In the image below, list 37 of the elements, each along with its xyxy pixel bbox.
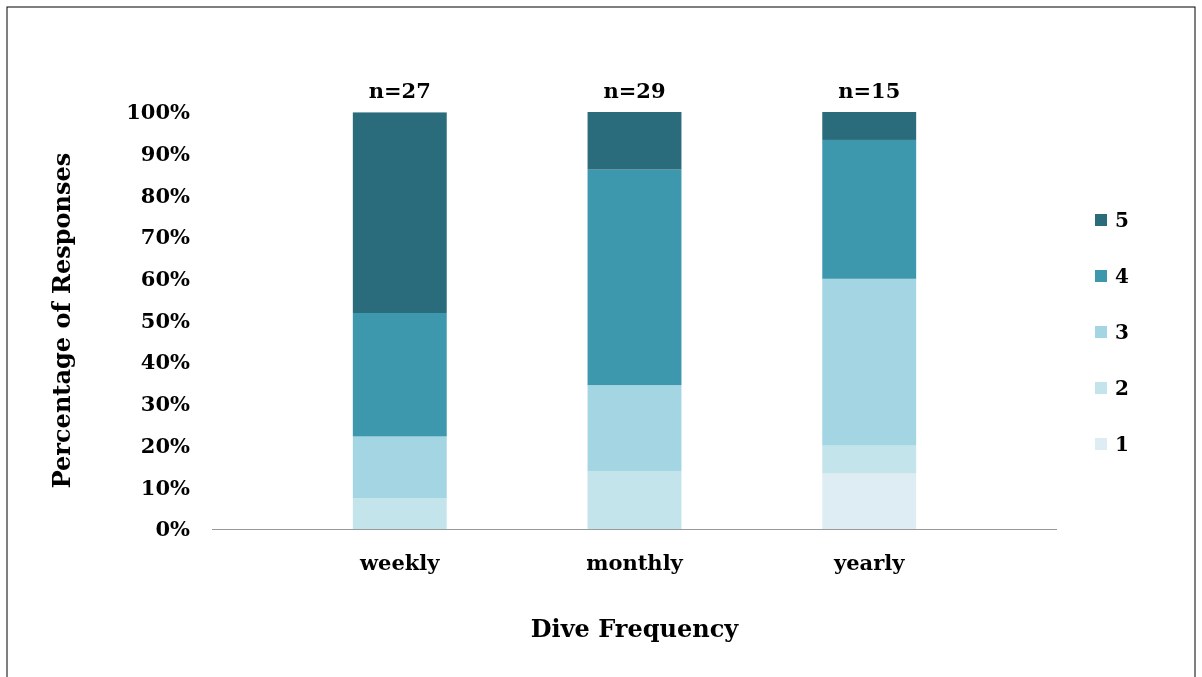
y-tick-label: 90% [140, 140, 191, 166]
legend-label: 2 [1115, 376, 1129, 400]
bar [822, 112, 917, 140]
bar [822, 473, 917, 529]
y-tick-label: 40% [140, 349, 191, 375]
y-tick-label: 30% [140, 391, 191, 417]
y-tick-label: 50% [140, 307, 191, 333]
x-axis-title: Dive Frequency [530, 614, 740, 643]
y-tick-label: 20% [140, 432, 191, 458]
bar [822, 139, 917, 279]
y-tick-label: 0% [155, 516, 191, 542]
legend-label: 1 [1115, 432, 1129, 456]
y-tick-label: 100% [126, 99, 191, 125]
y-tick-label: 70% [140, 224, 191, 250]
bar [352, 498, 447, 529]
bar [352, 312, 447, 437]
y-tick-label: 80% [140, 182, 191, 208]
y-tick-label: 10% [140, 474, 191, 500]
y-tick-label: 60% [140, 266, 191, 292]
legend-label: 4 [1115, 264, 1129, 288]
annotation: n=27 [368, 78, 431, 103]
bar [587, 169, 682, 386]
x-tick-label: yearly [833, 549, 906, 575]
legend-label: 3 [1115, 320, 1129, 344]
x-tick-label: weekly [359, 549, 441, 575]
bar [587, 112, 682, 170]
annotation: n=15 [838, 78, 901, 103]
bar [587, 385, 682, 472]
bar [352, 436, 447, 499]
legend-label: 5 [1115, 208, 1129, 232]
bar [587, 471, 682, 529]
bar [822, 278, 917, 446]
bar [822, 445, 917, 474]
x-tick-label: monthly [586, 549, 684, 575]
y-axis-title: Percentage of Responses [47, 152, 76, 489]
annotation: n=29 [603, 78, 666, 103]
bar [352, 112, 447, 313]
